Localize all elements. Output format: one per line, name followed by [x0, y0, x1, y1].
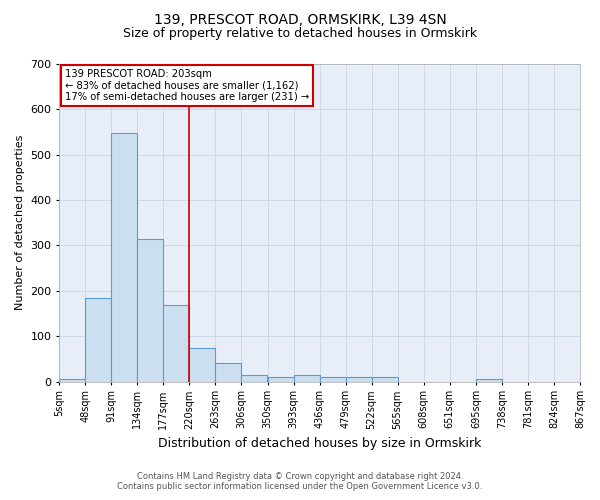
Bar [241, 374, 267, 382]
Bar [137, 238, 163, 382]
Bar [111, 133, 137, 382]
Text: Contains HM Land Registry data © Crown copyright and database right 2024.
Contai: Contains HM Land Registry data © Crown c… [118, 472, 482, 491]
Text: 139, PRESCOT ROAD, ORMSKIRK, L39 4SN: 139, PRESCOT ROAD, ORMSKIRK, L39 4SN [154, 12, 446, 26]
Bar [268, 377, 293, 382]
Bar [163, 306, 189, 382]
Bar [293, 374, 320, 382]
X-axis label: Distribution of detached houses by size in Ormskirk: Distribution of detached houses by size … [158, 437, 481, 450]
Bar [85, 298, 111, 382]
Text: Size of property relative to detached houses in Ormskirk: Size of property relative to detached ho… [123, 28, 477, 40]
Bar [476, 380, 502, 382]
Bar [346, 377, 371, 382]
Bar [371, 377, 398, 382]
Bar [320, 377, 346, 382]
Bar [59, 380, 85, 382]
Y-axis label: Number of detached properties: Number of detached properties [15, 135, 25, 310]
Bar [215, 364, 241, 382]
Text: 139 PRESCOT ROAD: 203sqm
← 83% of detached houses are smaller (1,162)
17% of sem: 139 PRESCOT ROAD: 203sqm ← 83% of detach… [65, 69, 309, 102]
Bar [189, 348, 215, 382]
